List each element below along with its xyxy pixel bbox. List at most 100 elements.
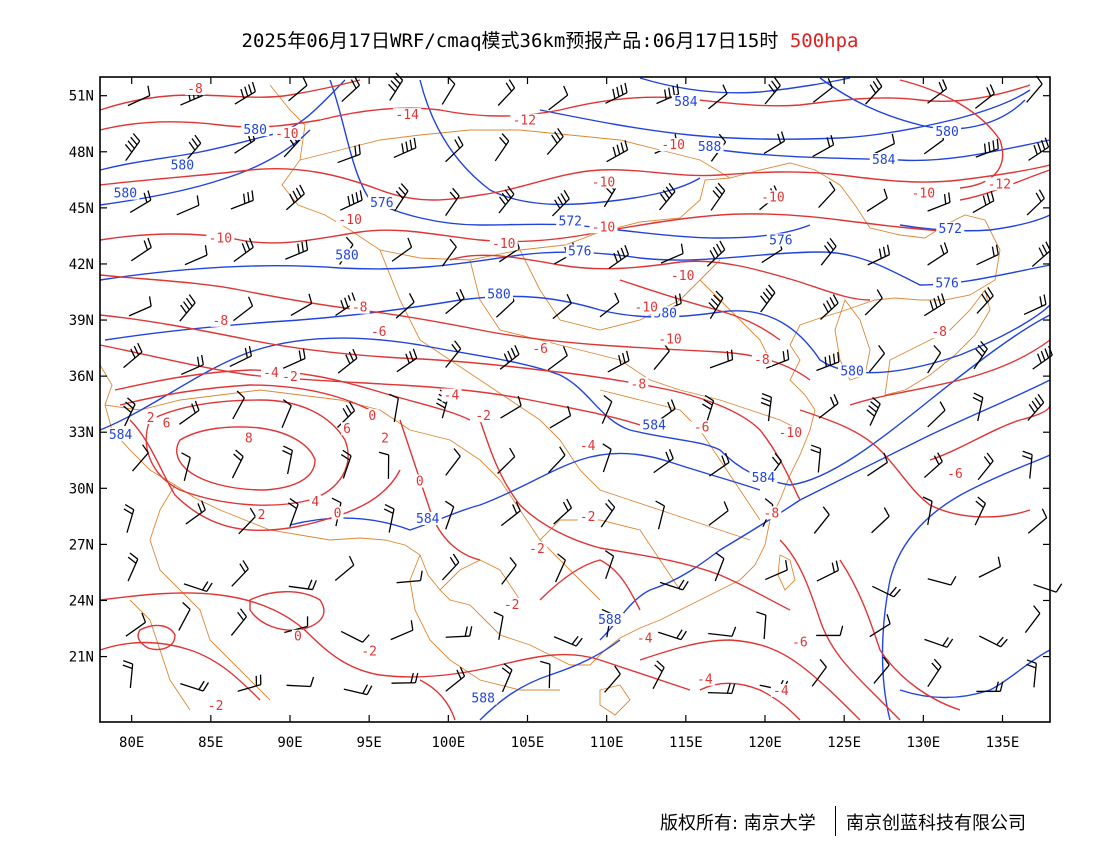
temperature-label-bg [577, 510, 598, 524]
taiwan-outline [777, 554, 796, 591]
wind-barb [658, 629, 687, 641]
wind-barb [708, 452, 730, 477]
height-label-bg [485, 287, 513, 301]
wind-barb [660, 243, 684, 264]
wind-barb [287, 498, 299, 528]
wind-barb [127, 85, 151, 107]
temperature-label: -8 [754, 353, 770, 368]
height-label-bg [333, 248, 361, 262]
wind-barb [867, 452, 888, 477]
wind-barb [866, 188, 888, 212]
wind-barb [234, 81, 257, 105]
temperature-label-bg [261, 366, 281, 380]
wind-barb [497, 79, 516, 106]
temperature-label: -2 [529, 542, 545, 557]
wind-barb [927, 658, 942, 688]
wind-barb [702, 394, 715, 424]
temperature-label-bg [309, 495, 322, 509]
wind-barb [282, 445, 293, 475]
bay-coast [129, 599, 191, 711]
wind-barb [599, 292, 620, 318]
height-label: 580 [114, 187, 137, 202]
wind-barb [872, 585, 901, 598]
height-label-bg [766, 233, 795, 247]
wind-barb [976, 244, 999, 266]
height-contour-580 [99, 129, 311, 206]
wind-barb [818, 181, 836, 208]
temperature-label: -8 [631, 377, 647, 392]
wind-barb [605, 82, 628, 104]
temperature-label-bg [255, 508, 268, 522]
wind-barb [975, 138, 999, 158]
temperature-label-bg [751, 353, 772, 367]
temperature-label-bg [589, 220, 618, 234]
wind-barb [974, 84, 995, 109]
temperature-label: -4 [697, 673, 713, 688]
wind-barb [445, 626, 473, 638]
province-line [619, 359, 801, 431]
lat-tick-label: 21N [69, 650, 94, 666]
wind-barb [608, 245, 630, 270]
temperature-label-bg [413, 474, 426, 488]
wind-barb [867, 244, 891, 266]
wind-barb [498, 185, 515, 214]
height-contour-584 [639, 77, 851, 94]
wind-barb [818, 394, 839, 419]
temperature-label: -4 [263, 366, 279, 381]
wind-barb [181, 354, 204, 376]
wind-barb [976, 681, 1004, 693]
wind-barb [445, 136, 464, 163]
height-contour-588 [899, 649, 1051, 699]
wind-barb [710, 182, 726, 211]
lon-tick-label: 80E [119, 735, 144, 751]
wind-barb [602, 443, 612, 473]
indochina-border [409, 554, 560, 691]
wind-barb [927, 401, 946, 428]
wind-barb [184, 134, 202, 163]
temperature-label: -12 [988, 177, 1011, 192]
height-label: 584 [872, 153, 896, 168]
temperature-label: -10 [658, 332, 681, 347]
map-frame [99, 76, 1051, 723]
wind-barb [813, 506, 830, 534]
temperature-label: -2 [504, 598, 520, 613]
wind-barb [871, 507, 890, 534]
wind-barb [922, 496, 933, 525]
temperature-label-bg [473, 409, 494, 423]
height-contour-572 [899, 214, 1051, 232]
temp-contour [99, 344, 641, 426]
wind-barb [286, 676, 315, 688]
temperature-label: -10 [779, 426, 802, 441]
wind-barb [290, 293, 313, 317]
height-label-bg [933, 276, 962, 290]
temperature-label: -8 [352, 301, 368, 316]
wind-barb [123, 342, 143, 369]
page-title: 2025年06月17日WRF/cmaq模式36km预报产品:06月17日15时 … [0, 26, 1100, 53]
wind-barb [1027, 393, 1045, 421]
height-contour-584 [99, 314, 1051, 486]
temperature-label: -10 [275, 127, 298, 142]
wind-barb [391, 237, 413, 262]
wind-barb [122, 660, 134, 688]
lat-tick-label: 27N [69, 537, 94, 553]
temp-contour [779, 539, 901, 721]
wind-barb [337, 144, 361, 164]
wind-barb [764, 560, 788, 581]
wind-barb [230, 190, 254, 210]
province-line [599, 389, 761, 521]
wind-barb [1026, 75, 1043, 103]
height-label: 576 [370, 196, 393, 211]
wind-barb [927, 575, 957, 586]
wind-barb [977, 452, 994, 481]
wind-barb [388, 72, 404, 101]
wind-barb [551, 189, 570, 217]
wind-barb [927, 345, 942, 374]
wind-barb [130, 237, 152, 262]
temperature-label-bg [272, 126, 301, 140]
wind-barb [548, 446, 566, 474]
wind-barb [653, 449, 674, 474]
height-contour-584 [289, 452, 761, 531]
wind-barb [284, 616, 309, 634]
wind-barb [501, 663, 513, 693]
lon-tick-label: 95E [357, 735, 382, 751]
